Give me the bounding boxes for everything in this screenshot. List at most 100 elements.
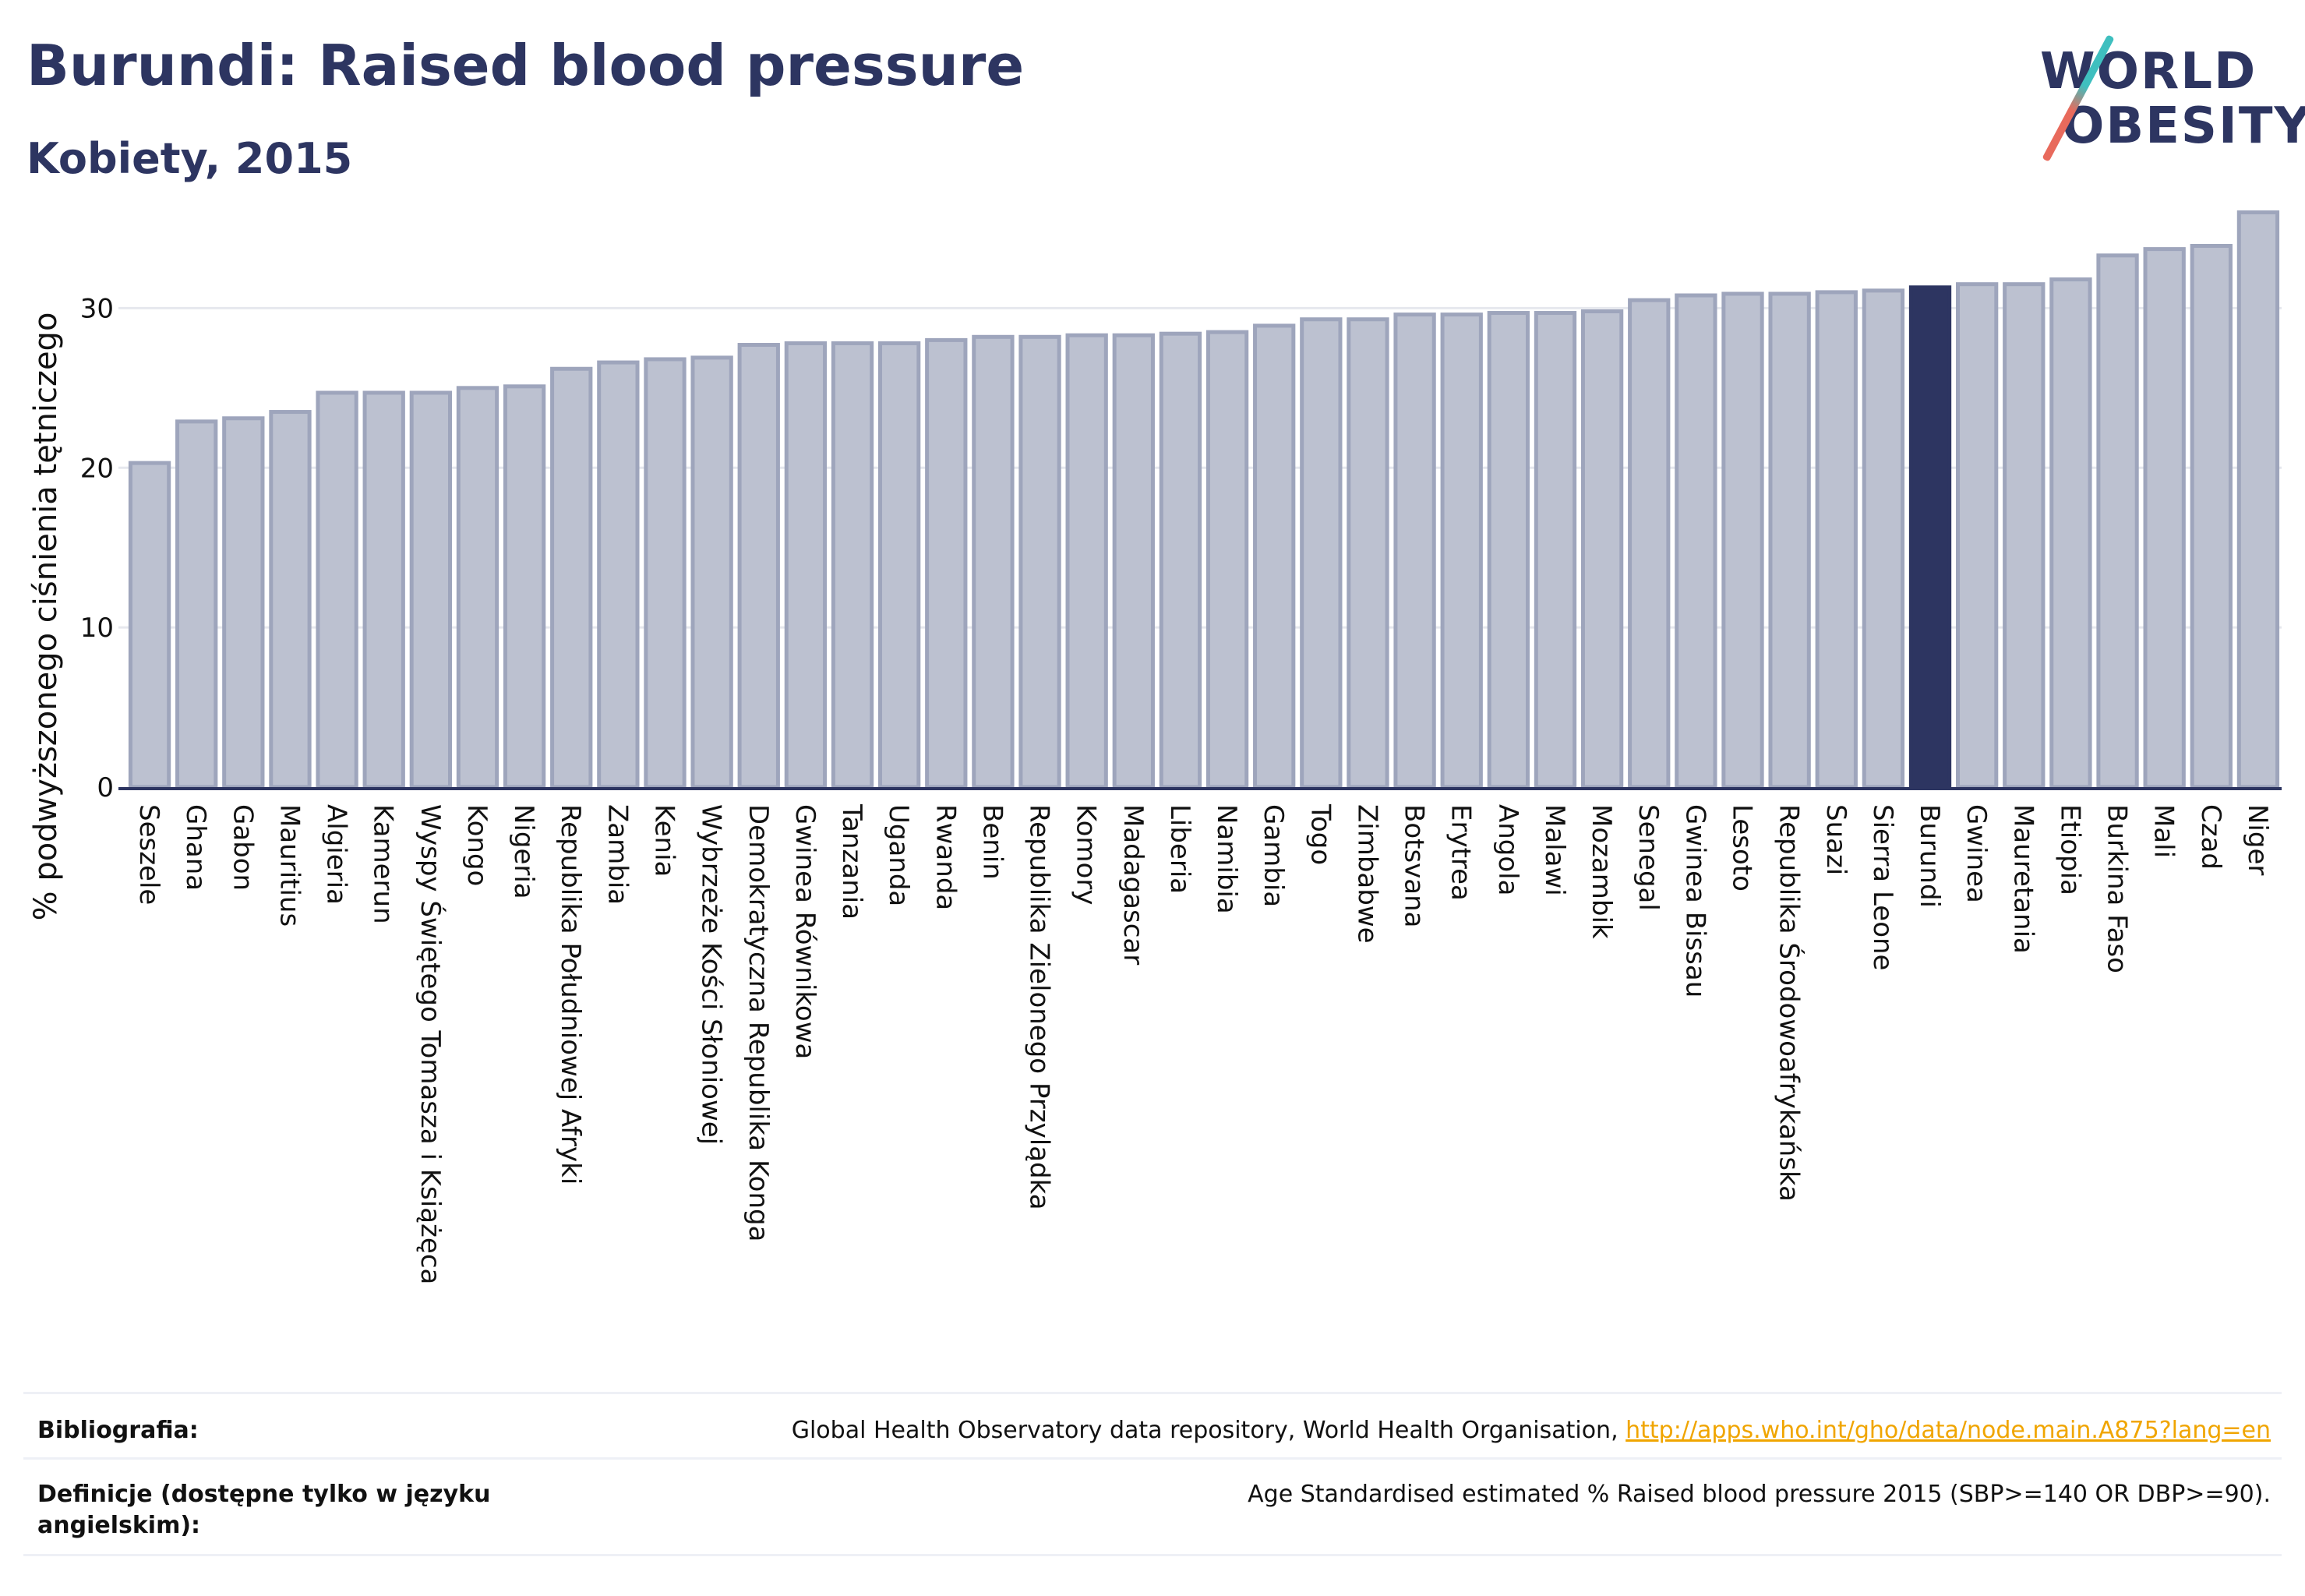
bar: [1534, 311, 1577, 789]
x-tick-label: Rwanda: [930, 804, 961, 910]
x-tick-label: Kamerun: [368, 804, 399, 924]
bar: [690, 355, 733, 789]
bar: [1300, 317, 1343, 789]
bar: [1065, 333, 1108, 789]
y-axis-title: % podwyższonego ciśnienia tętniczego: [28, 312, 64, 921]
bar: [1580, 309, 1624, 789]
x-tick-label: Republika Środowoafrykańska: [1774, 804, 1806, 1202]
x-tick-label: Suazi: [1820, 804, 1851, 875]
y-tick-label: 0: [97, 772, 114, 803]
bibliography-link[interactable]: http://apps.who.int/gho/data/node.main.A…: [1626, 1417, 2271, 1444]
x-tick-label: Mali: [2148, 804, 2180, 858]
y-tick-label: 20: [80, 453, 114, 484]
x-tick-label: Angola: [1492, 804, 1523, 895]
x-tick-label: Algieria: [321, 804, 352, 905]
bar: [2190, 244, 2233, 789]
y-tick-label: 10: [80, 613, 114, 644]
x-tick-label: Erytrea: [1445, 804, 1477, 901]
bar: [222, 416, 265, 789]
x-tick-label: Seszele: [133, 804, 164, 905]
x-tick-label: Botsvana: [1399, 804, 1430, 928]
page-title: Burundi: Raised blood pressure: [26, 33, 1025, 98]
bar: [1112, 333, 1155, 789]
bar: [1440, 312, 1483, 789]
bar: [456, 386, 499, 789]
x-tick-label: Tanzania: [836, 803, 867, 920]
bar: [316, 390, 358, 789]
bar: [1018, 334, 1061, 789]
footer-divider: [23, 1554, 2282, 1556]
x-tick-label: Lesoto: [1727, 804, 1758, 892]
x-tick-label: Gwinea: [1961, 804, 1992, 903]
footer-divider: [23, 1457, 2282, 1460]
bar: [1253, 323, 1296, 789]
x-tick-label: Wybrzeże Kości Słoniowej: [696, 804, 727, 1145]
world-obesity-logo: WORLD OBESITY: [2026, 23, 2305, 164]
x-tick-label: Etiopia: [2054, 804, 2085, 895]
x-tick-label: Liberia: [1164, 804, 1195, 894]
x-tick-label: Nigeria: [508, 804, 539, 899]
bar: [2003, 282, 2046, 789]
x-tick-label: Uganda: [883, 804, 914, 906]
bar-highlight: [1908, 285, 1952, 789]
x-tick-label: Gwinea Bissau: [1679, 804, 1710, 998]
x-tick-label: Togo: [1304, 803, 1336, 865]
bar: [1205, 330, 1249, 789]
bar: [877, 341, 921, 789]
bar: [1628, 298, 1671, 789]
x-tick-label: Mauritius: [274, 804, 305, 927]
bar: [503, 384, 546, 789]
logo-line-2: OBESITY: [2062, 97, 2305, 155]
page-subtitle: Kobiety, 2015: [26, 134, 353, 183]
bar: [1862, 288, 1905, 789]
x-tick-label: Gwinea Równikowa: [789, 804, 821, 1059]
bar: [737, 343, 780, 789]
bar: [2236, 210, 2280, 789]
bar: [1721, 291, 1764, 789]
bar: [550, 366, 593, 789]
x-tick-label: Gambia: [1258, 804, 1289, 907]
bibliography-text: Global Health Observatory data repositor…: [791, 1417, 1626, 1444]
bar: [409, 390, 453, 789]
x-tick-label: Gabon: [227, 804, 258, 891]
footer-divider: [23, 1392, 2282, 1394]
bar: [2096, 253, 2139, 789]
x-tick-label: Komory: [1071, 804, 1102, 905]
x-tick-label: Demokratyczna Republika Konga: [743, 804, 774, 1241]
definition-value: Age Standardised estimated % Raised bloo…: [1248, 1481, 2271, 1508]
x-tick-label: Malawi: [1539, 804, 1570, 896]
x-tick-label: Burundi: [1914, 804, 1945, 908]
bar: [2143, 247, 2186, 789]
x-tick-label: Senegal: [1633, 804, 1664, 911]
bar: [128, 461, 171, 789]
x-tick-label: Madagascar: [1117, 804, 1149, 965]
bar-chart: 0 10 20 30 Seszele Ghana Gabon Mauritius Algieri…: [28, 210, 2282, 1284]
bar: [1675, 293, 1717, 789]
bar: [644, 357, 687, 789]
x-tick-label: Kenia: [649, 804, 680, 877]
bar: [925, 337, 968, 789]
x-tick-label: Wyspy Świętego Tomasza i Książęca: [415, 804, 447, 1284]
bar: [1393, 312, 1436, 789]
bar: [597, 360, 640, 789]
x-tick-label: Benin: [976, 804, 1008, 880]
bar: [175, 419, 218, 789]
x-tick-label: Mauretania: [2007, 804, 2038, 954]
x-tick-label: Kongo: [461, 804, 492, 886]
bar: [2049, 277, 2092, 789]
bar: [1159, 331, 1202, 789]
x-tick-label: Czad: [2195, 804, 2226, 870]
bar: [269, 410, 312, 789]
x-tick-label: Zambia: [602, 804, 633, 905]
bar: [1487, 311, 1530, 789]
x-tick-label: Burkina Faso: [2102, 804, 2133, 973]
y-tick-label: 30: [80, 293, 114, 324]
x-tick-label: Republika Zielonego Przylądka: [1024, 804, 1055, 1210]
logo-line-1: WORLD: [2040, 43, 2257, 101]
x-tick-label: Republika Południowej Afryki: [555, 804, 586, 1185]
bar: [1815, 290, 1858, 789]
definition-label: Definicje (dostępne tylko w języku angie…: [37, 1481, 491, 1539]
x-tick-label: Sierra Leone: [1867, 804, 1898, 970]
bar: [1955, 282, 1999, 789]
bibliography-value: Global Health Observatory data repositor…: [792, 1415, 2271, 1446]
